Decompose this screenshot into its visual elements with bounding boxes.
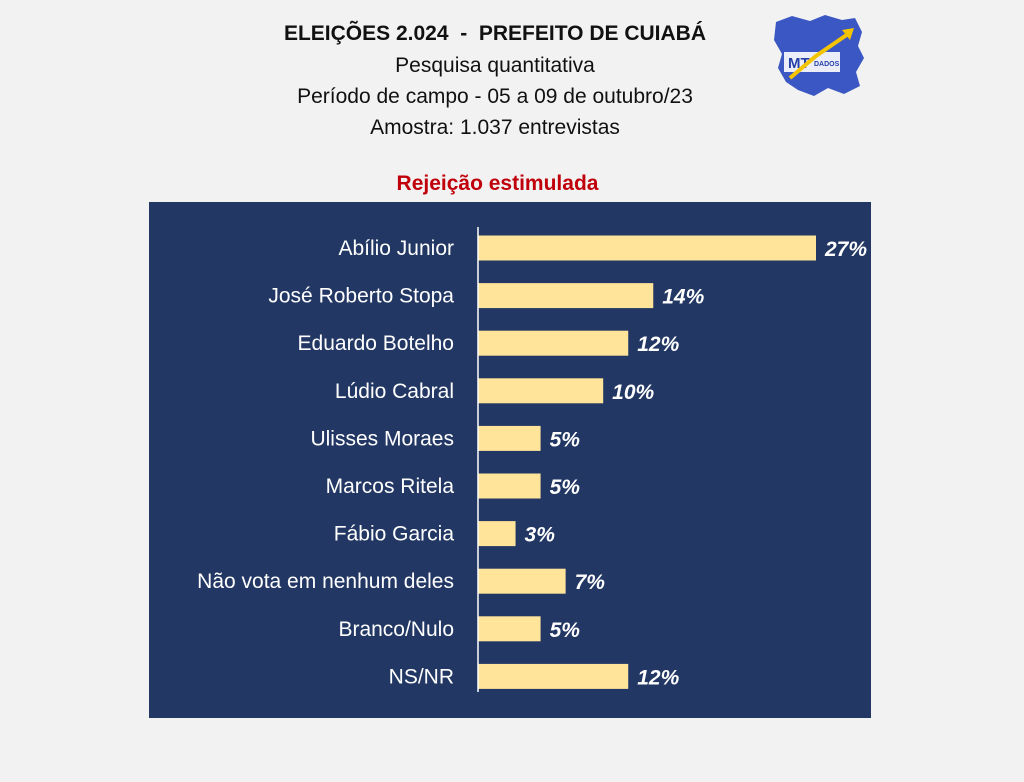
bar <box>478 616 541 642</box>
category-label: Não vota em nenhum deles <box>197 570 454 593</box>
bar <box>478 521 516 547</box>
bar-chart: Abílio Junior 27% José Roberto Stopa 14% Edu… <box>197 227 867 692</box>
category-label: Branco/Nulo <box>338 618 454 641</box>
data-label: 5% <box>550 619 581 642</box>
bar <box>478 283 654 309</box>
logo-arrow <box>788 32 850 80</box>
data-label: 12% <box>637 333 679 356</box>
bar <box>478 378 604 404</box>
bar <box>478 330 629 356</box>
category-label: NS/NR <box>389 665 454 688</box>
bar <box>478 568 566 594</box>
category-label: Lúdio Cabral <box>335 380 454 403</box>
category-label: Eduardo Botelho <box>298 332 454 355</box>
header-sample-size: Amostra: 1.037 entrevistas <box>370 116 620 139</box>
data-label: 10% <box>612 381 654 404</box>
bar <box>478 663 629 689</box>
category-label: Abílio Junior <box>338 237 454 260</box>
bar <box>478 235 816 261</box>
chart-header: ELEIÇÕES 2.024 - PREFEITO DE CUIABÁ Pesq… <box>200 18 790 143</box>
logo-text-small: DADOS <box>814 61 840 68</box>
category-label: José Roberto Stopa <box>268 285 454 308</box>
header-title: ELEIÇÕES 2.024 - PREFEITO DE CUIABÁ <box>283 22 707 45</box>
category-label: Marcos Ritela <box>326 475 455 498</box>
header-field-period: Período de campo - 05 a 09 de outubro/23 <box>297 85 693 108</box>
category-label: Fábio Garcia <box>334 523 455 546</box>
bar <box>478 425 541 451</box>
header-survey-type: Pesquisa quantitativa <box>395 54 595 77</box>
mt-dados-logo: MT DADOS <box>774 15 864 96</box>
data-label: 5% <box>550 476 581 499</box>
data-label: 5% <box>550 428 581 451</box>
bar <box>478 473 541 499</box>
data-label: 7% <box>575 571 606 594</box>
data-label: 3% <box>525 524 556 547</box>
chart-title: Rejeição estimulada <box>396 172 599 195</box>
data-label: 27% <box>824 238 867 261</box>
category-label: Ulisses Moraes <box>310 427 454 450</box>
data-label: 12% <box>637 666 679 689</box>
bars-layer: Abílio Junior 27% José Roberto Stopa 14% Edu… <box>197 235 867 689</box>
data-label: 14% <box>662 286 704 309</box>
